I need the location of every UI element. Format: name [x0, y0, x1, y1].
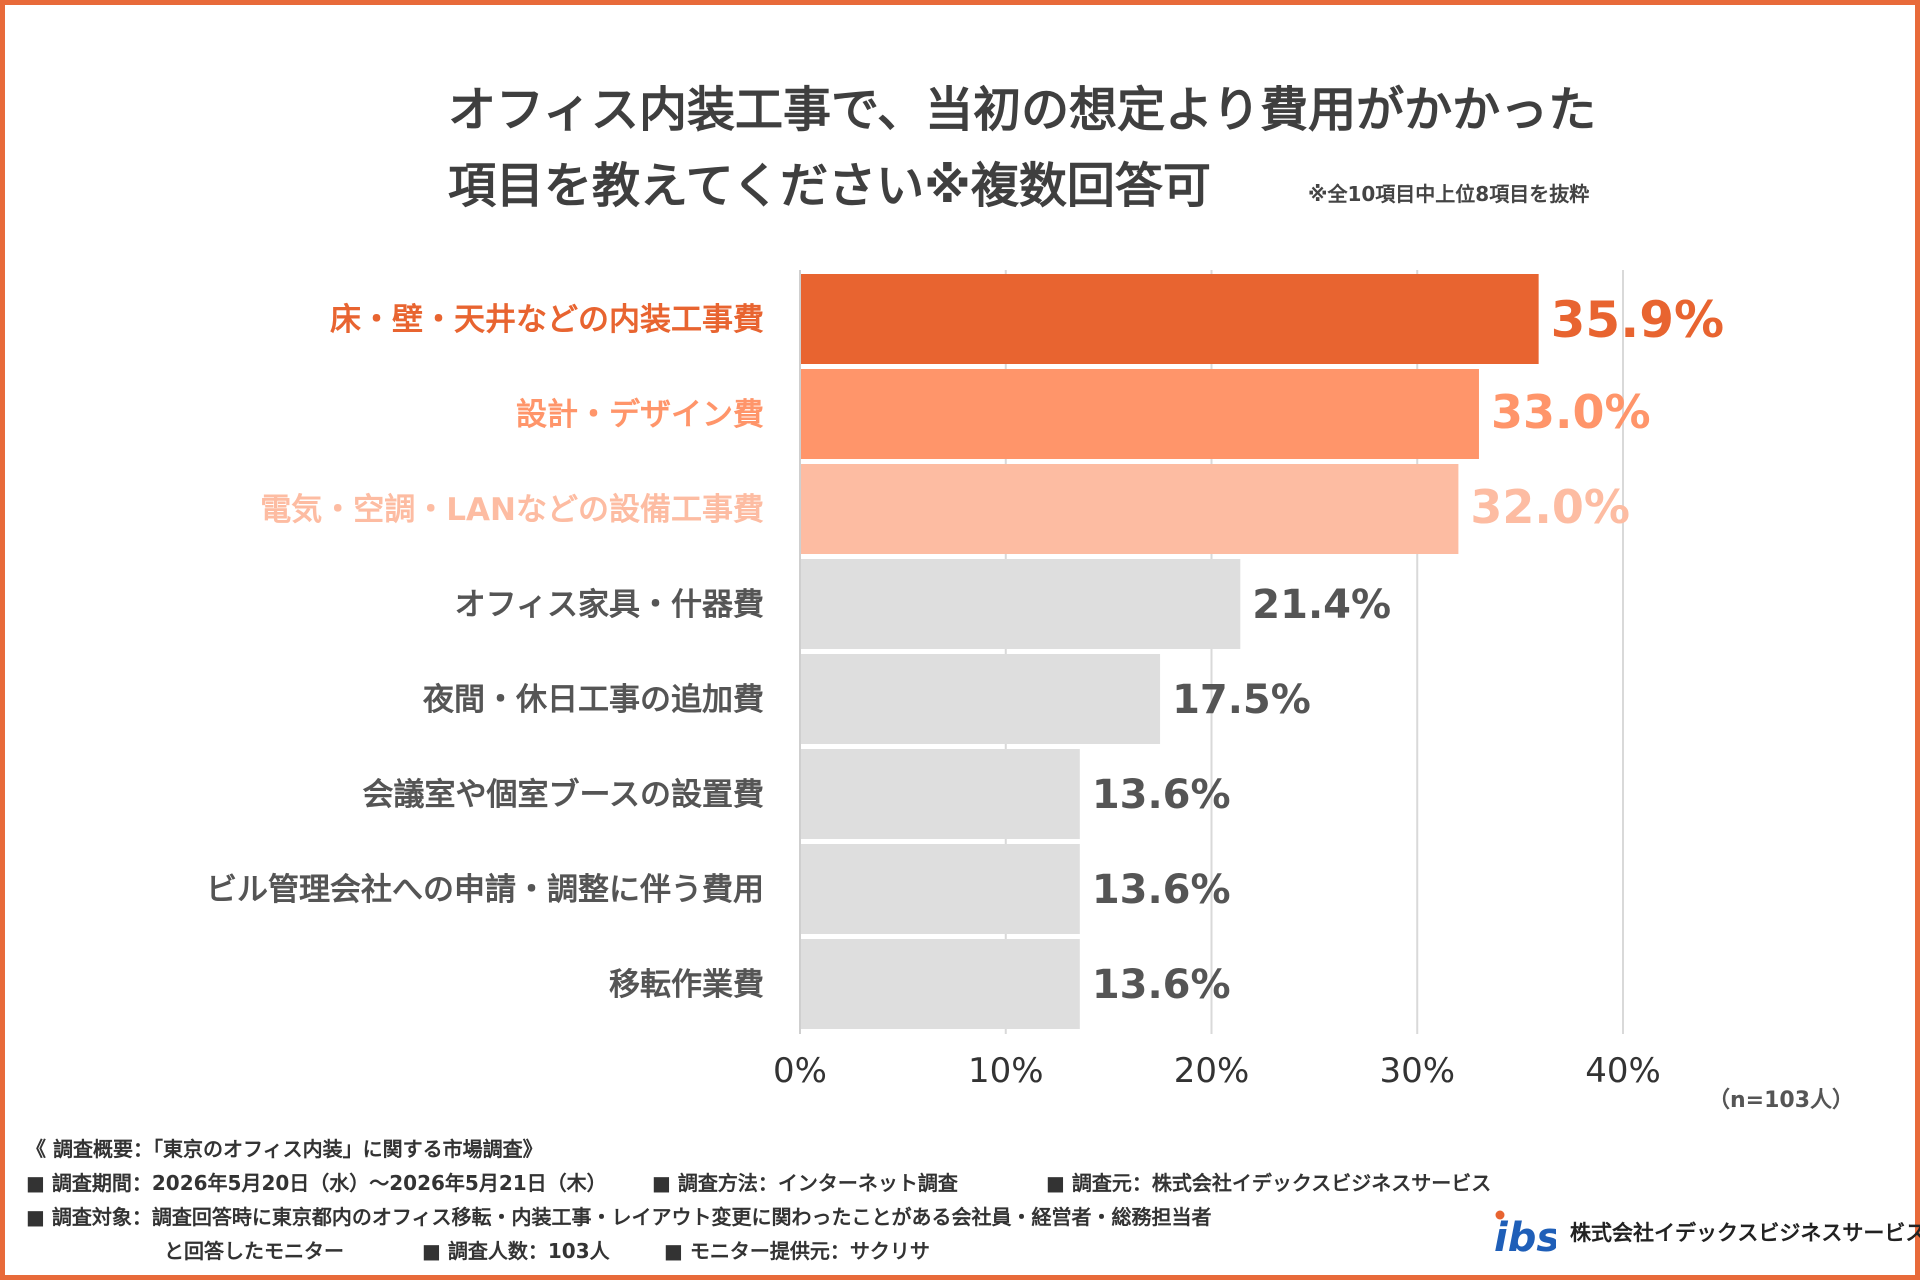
survey-provider: ■ モニター提供元：サクリサ — [664, 1239, 930, 1263]
logo-mark-text: ibs — [1494, 1215, 1556, 1254]
category-label: 夜間・休日工事の追加費 — [422, 682, 764, 718]
survey-target: ■ 調査対象：調査回答時に東京都内のオフィス移転・内装工事・レイアウト変更に関わ… — [26, 1205, 1212, 1229]
bar — [800, 654, 1161, 744]
survey-source: ■ 調査元：株式会社イデックスビジネスサービス — [1046, 1171, 1492, 1195]
data-label: 13.6% — [1092, 867, 1231, 913]
ibs-logo-mark: ibs — [1494, 1210, 1556, 1254]
x-tick-label: 40% — [1585, 1051, 1661, 1091]
survey-period: ■ 調査期間：2026年5月20日（水）～2026年5月21日（木） — [26, 1171, 607, 1195]
survey-heading-row: 《 調査概要：「東京のオフィス内装」に関する市場調査》 — [26, 1132, 1526, 1166]
survey-count: ■ 調査人数：103人 — [422, 1239, 610, 1263]
bar — [800, 274, 1539, 364]
category-label: 床・壁・天井などの内装工事費 — [330, 302, 764, 338]
data-label: 13.6% — [1092, 772, 1231, 818]
data-label: 13.6% — [1092, 962, 1231, 1008]
category-label: ビル管理会社への申請・調整に伴う費用 — [206, 872, 764, 908]
data-label: 17.5% — [1172, 677, 1311, 723]
bar-chart: 床・壁・天井などの内装工事費 35.9% 設計・デザイン費 33.0% 電気・空調・LA… — [206, 270, 1724, 1091]
category-label: 電気・空調・LANなどの設備工事費 — [260, 492, 764, 528]
bar — [800, 369, 1479, 459]
x-tick-label: 0% — [773, 1051, 827, 1091]
data-label: 33.0% — [1491, 385, 1651, 439]
x-tick-label: 10% — [968, 1051, 1044, 1091]
survey-heading: 《 調査概要：「東京のオフィス内装」に関する市場調査》 — [26, 1137, 543, 1161]
company-logo: ibs 株式会社イデックスビジネスサービス — [1494, 1210, 1920, 1254]
bar — [800, 559, 1241, 649]
bar — [800, 749, 1080, 839]
survey-row-2: ■ 調査対象：調査回答時に東京都内のオフィス移転・内装工事・レイアウト変更に関わ… — [26, 1200, 1526, 1234]
bar — [800, 464, 1459, 554]
survey-row-3: と回答したモニター ■ 調査人数：103人 ■ モニター提供元：サクリサ — [26, 1234, 1526, 1268]
selection-note: ※全10項目中上位8項目を抜粋 — [1308, 182, 1590, 206]
x-tick-label: 30% — [1379, 1051, 1455, 1091]
chart-title-line-1: オフィス内装工事で、当初の想定より費用がかかった — [448, 82, 1597, 138]
data-label: 21.4% — [1252, 582, 1391, 628]
logo-dot — [1495, 1210, 1505, 1220]
chart-title-line-2: 項目を教えてください※複数回答可 — [448, 158, 1211, 214]
bar — [800, 939, 1080, 1029]
chart-title: オフィス内装工事で、当初の想定より費用がかかった 項目を教えてください※複数回答… — [448, 72, 1748, 224]
logo-company-name: 株式会社イデックスビジネスサービス — [1570, 1221, 1920, 1245]
survey-target-continued: と回答したモニター — [164, 1239, 344, 1263]
survey-row-1: ■ 調査期間：2026年5月20日（水）～2026年5月21日（木） ■ 調査方… — [26, 1166, 1526, 1200]
data-label: 35.9% — [1551, 291, 1724, 349]
category-label: 設計・デザイン費 — [516, 397, 764, 433]
data-label: 32.0% — [1470, 480, 1630, 534]
x-tick-label: 20% — [1174, 1051, 1250, 1091]
survey-summary: 《 調査概要：「東京のオフィス内装」に関する市場調査》 ■ 調査期間：2026年… — [26, 1132, 1526, 1268]
category-label: 会議室や個室ブースの設置費 — [363, 777, 764, 813]
sample-size-label: （n=103人） — [1708, 1088, 1855, 1113]
bar — [800, 844, 1080, 934]
category-label: 移転作業費 — [609, 967, 764, 1003]
category-label: オフィス家具・什器費 — [455, 587, 764, 623]
survey-method: ■ 調査方法：インターネット調査 — [652, 1171, 958, 1195]
